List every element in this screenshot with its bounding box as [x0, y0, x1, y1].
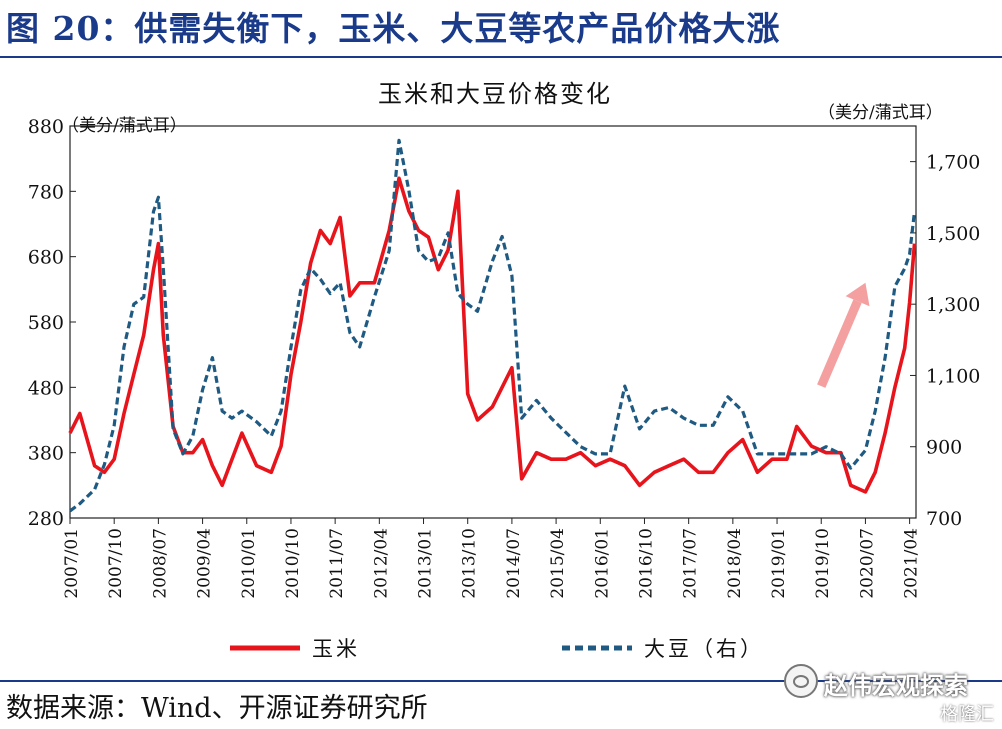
- x-tick-label: 2016/01: [592, 528, 612, 599]
- x-tick-label: 2017/07: [681, 528, 701, 599]
- x-tick-label: 2007/10: [106, 528, 126, 599]
- x-tick-label: 2020/07: [857, 528, 877, 599]
- right-axis-unit: （美分/蒲式耳）: [818, 103, 943, 123]
- left-tick-label: 380: [28, 443, 64, 465]
- corn-line: [68, 176, 917, 494]
- x-tick-label: 2015/04: [548, 528, 568, 599]
- watermark-small: 格隆汇: [940, 704, 994, 725]
- corn-soybean-chart: 玉米和大豆价格变化 （美分/蒲式耳） （美分/蒲式耳） 880 780 680 580…: [28, 80, 981, 661]
- bottom-rule: [0, 680, 1002, 682]
- soybean-line: [69, 138, 917, 513]
- x-tick-label: 2014/07: [504, 528, 524, 599]
- x-tick-label: 2012/04: [371, 528, 391, 599]
- left-tick-label: 680: [28, 247, 64, 269]
- figure-title: 图 20：供需失衡下，玉米、大豆等农产品价格大涨: [6, 9, 781, 48]
- x-tick-label: 2021/04: [902, 528, 922, 599]
- right-tick-label: 1,700: [926, 152, 980, 174]
- legend-corn-label: 玉米: [312, 637, 360, 661]
- x-tick-label: 2019/01: [769, 528, 789, 599]
- right-tick-label: 700: [926, 508, 962, 530]
- right-tick-label: 1,300: [926, 294, 980, 316]
- right-tick-label: 900: [926, 437, 962, 459]
- wechat-icon: [784, 664, 818, 698]
- x-tick-label: 2013/01: [416, 528, 436, 599]
- x-tick-label: 2010/10: [283, 528, 303, 599]
- x-tick-label: 2018/04: [725, 528, 745, 599]
- left-tick-label: 880: [28, 116, 64, 138]
- left-tick-label: 580: [28, 312, 64, 334]
- legend-soybean-label: 大豆（右）: [644, 637, 764, 661]
- watermark: 赵伟宏观探索: [824, 672, 968, 700]
- right-tick-label: 1,100: [926, 365, 980, 387]
- source-note: 数据来源：Wind、开源证券研究所: [6, 693, 428, 724]
- top-rule: [0, 56, 1002, 58]
- x-tick-label: 2008/07: [150, 528, 170, 599]
- x-tick-label: 2009/04: [195, 528, 215, 599]
- x-tick-label: 2010/01: [239, 528, 259, 599]
- trend-arrow-head: [845, 282, 870, 307]
- x-tick-label: 2011/07: [327, 528, 347, 599]
- x-tick-label: 2013/10: [460, 528, 480, 599]
- left-tick-label: 780: [28, 181, 64, 203]
- x-tick-label: 2019/10: [813, 528, 833, 599]
- left-tick-label: 480: [28, 377, 64, 399]
- left-axis-unit: （美分/蒲式耳）: [62, 116, 187, 136]
- x-tick-label: 2016/10: [636, 528, 656, 599]
- left-tick-label: 280: [28, 508, 64, 530]
- right-tick-label: 1,500: [926, 223, 980, 245]
- plot-frame: [69, 125, 917, 519]
- x-tick-label: 2007/01: [62, 528, 82, 599]
- trend-arrow-shaft: [817, 299, 862, 388]
- chart-title: 玉米和大豆价格变化: [378, 80, 612, 108]
